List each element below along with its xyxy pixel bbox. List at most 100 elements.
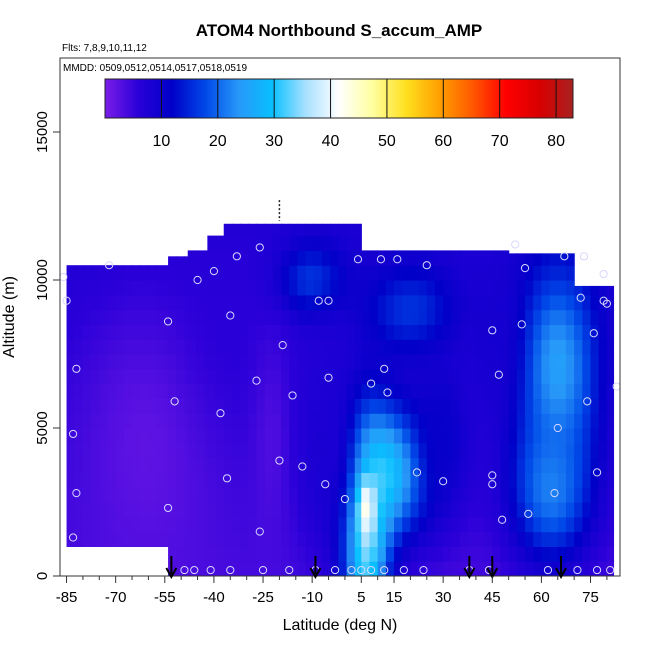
heatmap-cell <box>394 502 403 518</box>
heatmap-cell <box>240 309 249 325</box>
heatmap-cell <box>66 280 76 296</box>
heatmap-cell <box>115 280 125 296</box>
heatmap-cell <box>223 235 233 251</box>
heatmap-cell <box>231 561 241 576</box>
heatmap-cell <box>354 428 362 444</box>
heatmap-cell <box>240 235 249 251</box>
heatmap-cell <box>541 398 551 414</box>
heatmap-cell <box>240 368 249 385</box>
heatmap-cell <box>606 516 615 533</box>
heatmap-cell <box>508 253 518 266</box>
heatmap-cell <box>402 324 412 340</box>
heatmap-cell <box>215 368 225 385</box>
heatmap-cell <box>168 413 177 429</box>
sample-point <box>255 243 264 252</box>
heatmap-cell <box>565 383 575 399</box>
heatmap-cell <box>272 413 282 429</box>
sample-point <box>599 269 608 279</box>
heatmap-cell <box>176 339 186 355</box>
heatmap-cell <box>91 457 100 473</box>
heatmap-cell <box>321 383 331 399</box>
heatmap-cell <box>525 368 534 385</box>
heatmap-cell <box>66 309 76 325</box>
heatmap-cell <box>508 413 518 429</box>
heatmap-cell <box>184 339 189 355</box>
sample-point <box>606 565 615 575</box>
heatmap-cell <box>492 368 502 385</box>
heatmap-cell <box>500 502 510 518</box>
heatmap-cell <box>289 516 299 533</box>
heatmap-cell <box>82 324 92 340</box>
heatmap-cell <box>549 294 559 311</box>
heatmap-cell <box>410 280 420 296</box>
heatmap-cell <box>82 516 92 533</box>
heatmap-cell <box>516 354 526 370</box>
heatmap-cell <box>565 368 575 385</box>
heatmap-cell <box>330 561 339 576</box>
heatmap-cell <box>248 502 258 518</box>
heatmap-cell <box>184 516 189 533</box>
heatmap-cell <box>516 324 526 340</box>
heatmap-cell <box>541 294 551 311</box>
heatmap-cell <box>410 309 420 325</box>
heatmap-cell <box>164 383 169 399</box>
heatmap-cell <box>99 294 109 311</box>
heatmap-cell <box>176 256 186 266</box>
heatmap-cell <box>565 546 575 562</box>
heatmap-cell <box>394 428 403 444</box>
sample-point <box>180 565 189 575</box>
heatmap-cell <box>240 354 249 370</box>
heatmap-cell <box>115 368 125 385</box>
heatmap-cell <box>305 223 315 237</box>
heatmap-cell <box>223 561 233 576</box>
heatmap-cell <box>565 339 575 355</box>
heatmap-cell <box>99 398 109 414</box>
heatmap-cell <box>598 398 608 414</box>
sample-point <box>376 255 386 264</box>
heatmap-cell <box>289 223 299 237</box>
heatmap-cell <box>231 235 241 251</box>
heatmap-cell <box>516 442 526 459</box>
heatmap-cell <box>500 383 510 399</box>
heatmap-cell <box>140 339 150 355</box>
heatmap-cell <box>297 339 307 355</box>
heatmap-cell <box>187 487 197 503</box>
heatmap-cell <box>557 294 567 311</box>
heatmap-cell <box>361 546 371 562</box>
heatmap-cell <box>264 354 274 370</box>
heatmap-cell <box>484 383 493 399</box>
heatmap-cell <box>385 324 395 340</box>
sample-point <box>347 565 356 575</box>
heatmap-cell <box>525 383 534 399</box>
heatmap-cell <box>369 442 379 459</box>
heatmap-cell <box>533 324 543 340</box>
heatmap-cell <box>305 546 315 562</box>
heatmap-cell <box>272 294 282 311</box>
heatmap-cell <box>533 531 543 547</box>
heatmap-cell <box>443 442 452 459</box>
heatmap-cell <box>369 398 379 414</box>
heatmap-cell <box>369 368 379 385</box>
heatmap-cell <box>305 487 315 503</box>
dates-subtitle: MMDD: 0509,0512,0514,0517,0518,0519 <box>63 63 247 74</box>
heatmap-cell <box>500 428 510 444</box>
heatmap-cell <box>385 472 395 488</box>
heatmap-cell <box>215 413 225 429</box>
heatmap-cell <box>574 383 583 399</box>
heatmap-cell <box>297 250 307 266</box>
heatmap-cell <box>148 472 158 488</box>
heatmap-cell <box>467 502 477 518</box>
heatmap-cell <box>330 546 339 562</box>
heatmap-cell <box>82 428 92 444</box>
heatmap-cell <box>187 368 197 385</box>
heatmap-cell <box>500 457 510 473</box>
heatmap-cell <box>289 442 299 459</box>
heatmap-cell <box>565 428 575 444</box>
heatmap-cell <box>369 487 379 503</box>
heatmap-cell <box>606 561 615 576</box>
heatmap-cell <box>115 502 125 518</box>
heatmap-cell <box>184 487 189 503</box>
heatmap-cell <box>305 309 315 325</box>
heatmap-cell <box>574 472 583 488</box>
heatmap-cell <box>187 265 197 281</box>
